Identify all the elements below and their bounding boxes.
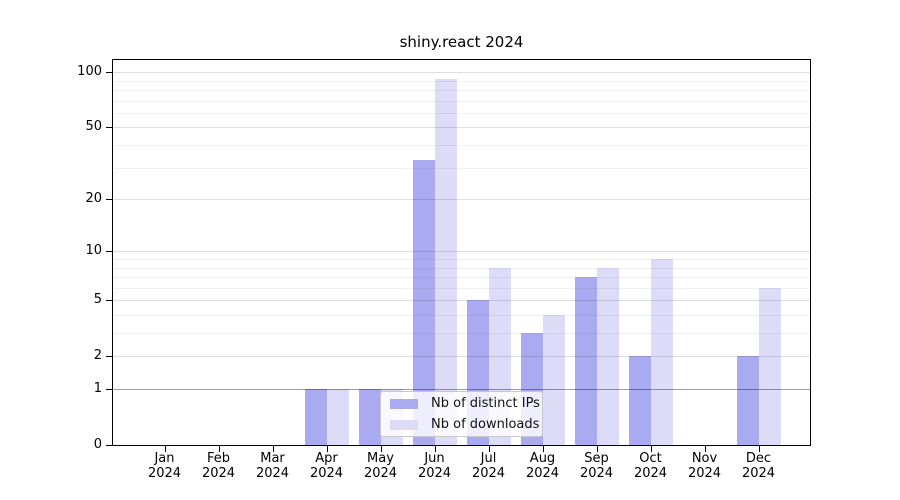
legend-item-downloads: Nb of downloads [390,416,542,434]
legend: Nb of distinct IPs Nb of downloads [380,391,543,437]
gridline-y-3 [113,333,810,334]
x-tick-label-nov: Nov 2024 [687,451,722,481]
gridline-y-30 [113,167,810,169]
bar-ips-jun-2024 [412,160,435,445]
x-tick-mark [218,446,220,452]
gridline-y-4 [113,315,810,316]
gridline-y-80 [113,90,810,91]
gridline-y-90 [113,80,810,82]
y-tick-label: 2 [93,347,102,363]
y-tick-label: 0 [93,436,102,452]
gridline-y-6 [113,287,810,289]
gridline-y-8 [113,267,810,269]
gridline-y-1 [113,389,810,390]
x-tick-mark [758,446,760,452]
x-tick-mark [380,446,382,452]
x-tick-mark [164,446,166,452]
bar-downloads-oct-2024 [650,259,673,445]
bar-ips-apr-2024 [304,389,327,445]
legend-item-distinct-ips: Nb of distinct IPs [390,395,542,413]
legend-label: Nb of downloads [431,417,540,432]
x-tick-label-jun: Jun 2024 [417,451,452,481]
bar-downloads-jun-2024 [434,78,457,445]
x-tick-mark [704,446,706,452]
y-tick-label: 1 [93,380,102,396]
bar-ips-sep-2024 [574,277,597,445]
downloads-series-swatch-icon [390,419,418,430]
bar-ips-oct-2024 [628,356,651,445]
gridline-y-5 [113,300,810,302]
y-tick-label: 10 [85,242,102,258]
ips-series-swatch-icon [390,398,418,409]
y-tick-label: 50 [85,118,102,134]
gridline-y-9 [113,259,810,260]
x-tick-mark [326,446,328,452]
chart-title: shiny.react 2024 [399,33,524,51]
x-tick-mark [542,446,544,452]
x-tick-label-mar: Mar 2024 [255,451,290,481]
bar-downloads-aug-2024 [542,315,565,445]
gridline-y-40 [113,145,810,146]
gridlines-layer [113,60,810,445]
legend-label: Nb of distinct IPs [431,396,540,411]
gridline-y-70 [113,100,810,102]
bar-ips-dec-2024 [736,356,759,445]
bar-downloads-apr-2024 [326,389,349,445]
x-tick-label-oct: Oct 2024 [633,451,668,481]
gridline-y-20 [113,199,810,201]
plot-area [112,59,811,446]
bar-downloads-dec-2024 [758,287,781,445]
x-tick-label-jul: Jul 2024 [471,451,506,481]
x-tick-mark [488,446,490,452]
gridline-y-60 [113,112,810,114]
bar-ips-may-2024 [358,389,381,445]
x-tick-label-apr: Apr 2024 [309,451,344,481]
y-tick-label: 5 [93,291,102,307]
x-tick-label-sep: Sep 2024 [579,451,614,481]
x-tick-label-dec: Dec 2024 [741,451,776,481]
y-tick-label: 100 [77,63,102,79]
x-tick-label-aug: Aug 2024 [525,451,560,481]
x-tick-label-may: May 2024 [363,451,398,481]
x-tick-mark [596,446,598,452]
x-tick-label-feb: Feb 2024 [201,451,236,481]
x-tick-mark [272,446,274,452]
x-tick-mark [650,446,652,452]
gridline-y-100 [113,72,810,74]
gridline-y-7 [113,277,810,278]
bar-downloads-sep-2024 [596,267,619,445]
y-tick-label: 20 [85,190,102,206]
x-tick-mark [434,446,436,452]
gridline-y-10 [113,251,810,253]
x-tick-label-jan: Jan 2024 [147,451,182,481]
gridline-y-2 [113,356,810,358]
gridline-y-50 [113,127,810,129]
